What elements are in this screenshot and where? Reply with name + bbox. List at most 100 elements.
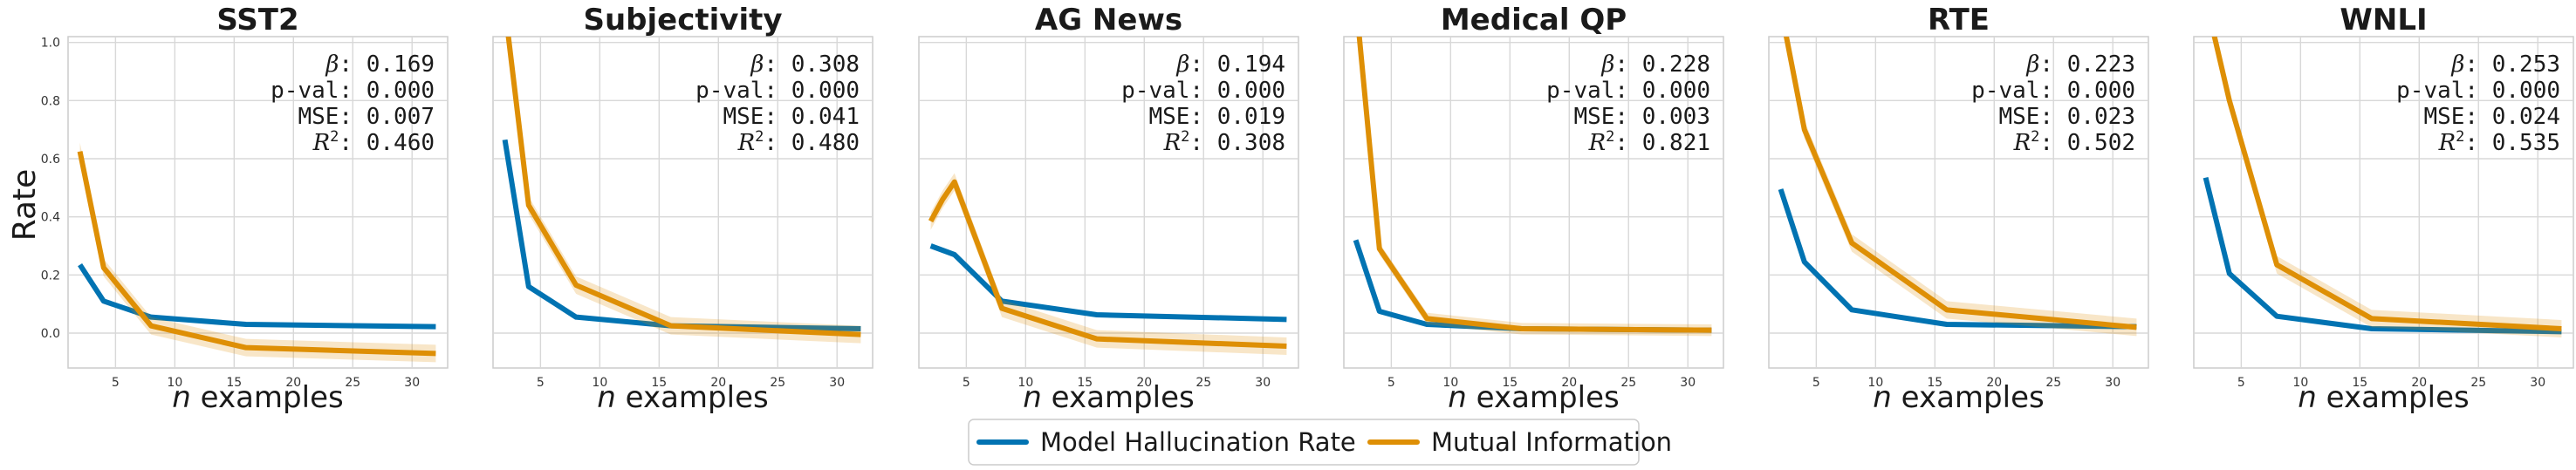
x-tick-label: 25 [770,376,785,390]
stat-r2: R2: 0.502 [2013,128,2135,156]
x-tick-label: 30 [2105,376,2120,390]
series-group [928,173,1287,355]
series-line-model-hallucination-rate [78,263,436,330]
plot-area [1343,36,1724,369]
stat-beta: β: 0.308 [750,51,860,78]
x-tick-label: 10 [167,376,182,390]
x-tick-label: 20 [1561,376,1577,390]
y-tick-label: 0.8 [41,94,60,108]
x-tick-label: 5 [1387,376,1395,390]
panel-title: SST2 [216,3,298,37]
x-tick-label: 5 [537,376,545,390]
x-tick-label: 10 [1867,376,1883,390]
x-axis-label: n examples [1873,380,2044,415]
stat-pval: p-val: 0.000 [695,78,860,104]
x-tick-label: 10 [592,376,607,390]
stat-r2: R2: 0.308 [1163,128,1285,156]
stat-r2: R2: 0.460 [312,128,435,156]
series-group [77,142,436,363]
x-tick-label: 15 [1077,376,1093,390]
stat-r2: R2: 0.535 [2438,128,2560,156]
x-tick-label: 5 [112,376,120,390]
x-tick-label: 10 [1442,376,1458,390]
series-line-model-hallucination-rate [929,243,1287,323]
stat-r2: R2: 0.821 [1588,128,1710,156]
stat-beta: β: 0.228 [1600,51,1710,78]
panel-title: WNLI [2340,3,2427,37]
stat-pval: p-val: 0.000 [1121,78,1285,104]
series-group [1778,37,2137,337]
x-axis-label: n examples [2298,380,2469,415]
y-tick-label: 0.6 [41,153,60,167]
x-tick-label: 25 [2470,376,2486,390]
legend: Model Hallucination Rate Mutual Informat… [968,419,1672,466]
x-tick-label: 30 [404,376,420,390]
x-tick-label: 25 [1196,376,1211,390]
y-tick-label: 0.0 [41,327,60,341]
y-axis-label: Rate [7,169,43,242]
legend-label-mutual-information: Mutual Information [1431,427,1672,457]
panel-ag-news: 5 10 15 20 25 30 AG News n examples β: 0.194p-va… [918,3,1299,415]
stat-beta: β: 0.253 [2450,51,2560,78]
y-tick-label: 0.2 [41,269,60,283]
x-axis-label: n examples [172,380,343,415]
series-line-mutual-information [1784,37,2137,330]
x-tick-label: 30 [829,376,845,390]
x-tick-label: 25 [2045,376,2061,390]
panel-title: Subjectivity [583,3,782,37]
stat-r2: R2: 0.480 [737,128,860,156]
x-tick-label: 15 [1502,376,1518,390]
panel-title: Medical QP [1441,3,1627,37]
panel-title: RTE [1928,3,1990,37]
x-tick-label: 30 [1680,376,1696,390]
series-line-mutual-information [2211,37,2562,331]
series-line-mutual-information [77,151,436,357]
stat-pval: p-val: 0.000 [271,78,435,104]
x-tick-label: 10 [2292,376,2308,390]
stat-beta: β: 0.223 [2025,51,2135,78]
x-tick-label: 15 [1927,376,1942,390]
series-line-mutual-information [505,37,861,337]
x-tick-label: 10 [1017,376,1033,390]
series-line-mutual-information [928,179,1287,349]
stat-beta: β: 0.169 [325,51,435,78]
stat-beta: β: 0.194 [1175,51,1285,78]
panel-title: AG News [1035,3,1182,37]
series-group [2203,37,2562,337]
panel-medical-qp: 5 10 15 20 25 30 Medical QP n examples β: 0.228p… [1343,3,1724,415]
x-tick-label: 20 [1986,376,2002,390]
plot-area [492,36,874,369]
x-tick-label: 30 [2530,376,2545,390]
legend-label-model-hallucination-rate: Model Hallucination Rate [1040,427,1356,457]
x-tick-label: 15 [226,376,242,390]
x-axis-label: n examples [1448,380,1619,415]
stat-mse: MSE: 0.023 [1998,104,2135,130]
stat-pval: p-val: 0.000 [1546,78,1710,104]
x-tick-label: 20 [710,376,726,390]
x-tick-label: 20 [1136,376,1152,390]
x-tick-label: 5 [2237,376,2245,390]
stat-mse: MSE: 0.003 [1573,104,1710,130]
x-tick-label: 30 [1255,376,1271,390]
stat-mse: MSE: 0.024 [2423,104,2560,130]
x-axis-label: n examples [1023,380,1194,415]
series-line-model-hallucination-rate [1778,188,2137,330]
stat-mse: MSE: 0.019 [1148,104,1285,130]
series-line-mutual-information [1356,37,1712,333]
series-group [1353,37,1712,337]
x-axis-label: n examples [597,380,768,415]
y-tick-label: 0.4 [41,211,60,225]
panel-wnli: 5 10 15 20 25 30 WNLI n examples β: 0.253p-val: … [2193,3,2574,415]
panel-sst2: 5 10 15 20 25 30 0.0 0.2 0.4 0.6 0.8 1.0 SST2 n examp… [41,3,449,415]
panels-layer: 5 10 15 20 25 30 0.0 0.2 0.4 0.6 0.8 1.0 SST2 n examp… [41,3,2574,415]
x-tick-label: 20 [2411,376,2427,390]
x-tick-label: 5 [963,376,970,390]
x-tick-label: 25 [345,376,360,390]
y-tick-label: 1.0 [41,37,60,51]
legend-box [968,419,1640,466]
series-group [502,37,861,344]
confidence-band-mutual-information [930,173,1287,355]
stat-pval: p-val: 0.000 [1971,78,2135,104]
stat-mse: MSE: 0.007 [298,104,435,130]
x-tick-label: 25 [1620,376,1636,390]
